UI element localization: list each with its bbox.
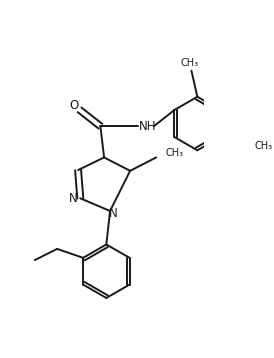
Text: NH: NH [139, 120, 157, 133]
Text: O: O [69, 99, 78, 112]
Text: CH₃: CH₃ [181, 58, 199, 68]
Text: N: N [109, 207, 117, 221]
Text: CH₃: CH₃ [255, 141, 273, 151]
Text: CH₃: CH₃ [165, 148, 183, 158]
Text: N: N [68, 192, 77, 205]
